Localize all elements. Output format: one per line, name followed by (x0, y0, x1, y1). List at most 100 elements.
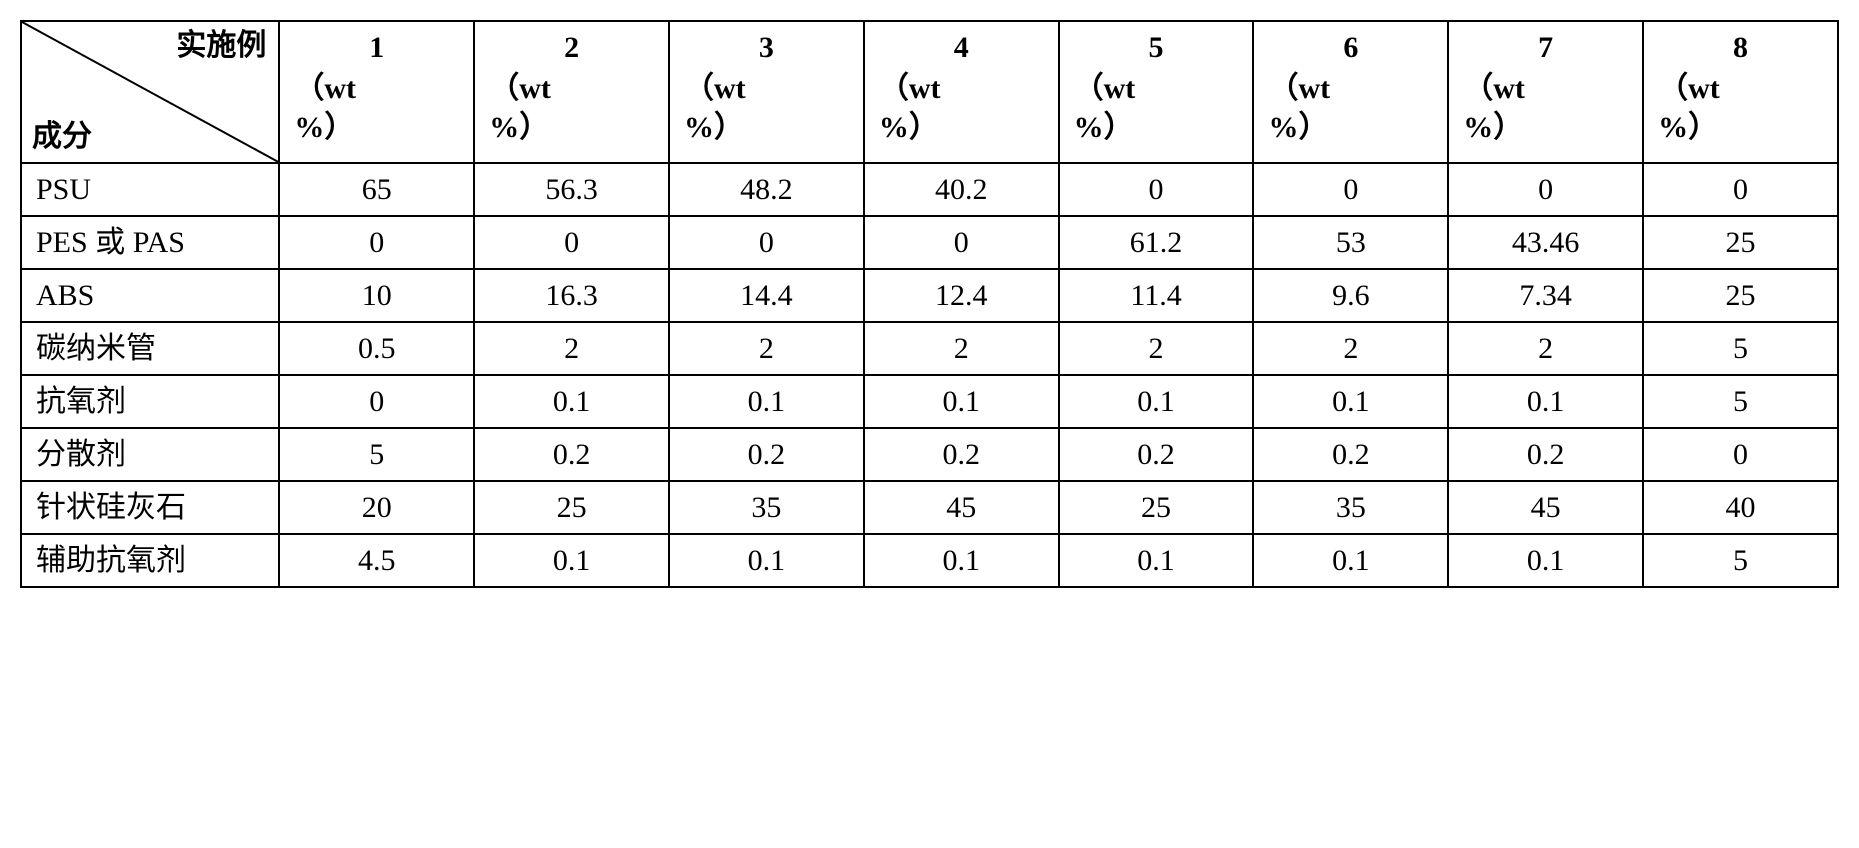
row-label: PSU (21, 163, 279, 216)
col-header-unit: （wt %） (294, 69, 459, 147)
cell: 45 (1448, 481, 1643, 534)
table-row: ABS 10 16.3 14.4 12.4 11.4 9.6 7.34 25 (21, 269, 1838, 322)
cell: 5 (1643, 322, 1838, 375)
cell: 35 (1253, 481, 1448, 534)
cell: 5 (279, 428, 474, 481)
cell: 7.34 (1448, 269, 1643, 322)
cell: 0 (1643, 163, 1838, 216)
col-header-num: 7 (1463, 28, 1628, 67)
diagonal-header-cell: 实施例 成分 (21, 21, 279, 163)
cell: 20 (279, 481, 474, 534)
row-label: 碳纳米管 (21, 322, 279, 375)
cell: 16.3 (474, 269, 669, 322)
cell: 48.2 (669, 163, 864, 216)
col-header-unit: （wt %） (684, 69, 849, 147)
cell: 0.1 (474, 375, 669, 428)
row-label: 分散剂 (21, 428, 279, 481)
col-header-7: 7 （wt %） (1448, 21, 1643, 163)
cell: 12.4 (864, 269, 1059, 322)
cell: 56.3 (474, 163, 669, 216)
cell: 0.2 (474, 428, 669, 481)
cell: 0.1 (864, 534, 1059, 587)
cell: 0 (1253, 163, 1448, 216)
cell: 25 (1059, 481, 1254, 534)
cell: 25 (1643, 216, 1838, 269)
cell: 0.2 (864, 428, 1059, 481)
col-header-4: 4 （wt %） (864, 21, 1059, 163)
cell: 0 (279, 216, 474, 269)
cell: 0.1 (474, 534, 669, 587)
col-header-unit: （wt %） (489, 69, 654, 147)
cell: 2 (669, 322, 864, 375)
cell: 4.5 (279, 534, 474, 587)
cell: 53 (1253, 216, 1448, 269)
cell: 45 (864, 481, 1059, 534)
cell: 0 (669, 216, 864, 269)
cell: 14.4 (669, 269, 864, 322)
cell: 0.1 (1448, 534, 1643, 587)
table-row: PES 或 PAS 0 0 0 0 61.2 53 43.46 25 (21, 216, 1838, 269)
cell: 0.1 (669, 375, 864, 428)
cell: 5 (1643, 534, 1838, 587)
table-body: PSU 65 56.3 48.2 40.2 0 0 0 0 PES 或 PAS … (21, 163, 1838, 587)
col-header-num: 4 (879, 28, 1044, 67)
cell: 2 (1448, 322, 1643, 375)
col-header-3: 3 （wt %） (669, 21, 864, 163)
row-label: 抗氧剂 (21, 375, 279, 428)
header-row: 实施例 成分 1 （wt %） 2 （wt %） 3 （wt %） 4 （wt … (21, 21, 1838, 163)
cell: 5 (1643, 375, 1838, 428)
table-row: 抗氧剂 0 0.1 0.1 0.1 0.1 0.1 0.1 5 (21, 375, 1838, 428)
cell: 11.4 (1059, 269, 1254, 322)
cell: 43.46 (1448, 216, 1643, 269)
row-label: 辅助抗氧剂 (21, 534, 279, 587)
row-label: ABS (21, 269, 279, 322)
cell: 10 (279, 269, 474, 322)
table-row: 分散剂 5 0.2 0.2 0.2 0.2 0.2 0.2 0 (21, 428, 1838, 481)
cell: 35 (669, 481, 864, 534)
table-row: 针状硅灰石 20 25 35 45 25 35 45 40 (21, 481, 1838, 534)
col-header-1: 1 （wt %） (279, 21, 474, 163)
col-header-5: 5 （wt %） (1059, 21, 1254, 163)
cell: 0 (1448, 163, 1643, 216)
col-header-num: 6 (1268, 28, 1433, 67)
cell: 0.1 (669, 534, 864, 587)
col-header-2: 2 （wt %） (474, 21, 669, 163)
cell: 0 (474, 216, 669, 269)
cell: 0.1 (1253, 375, 1448, 428)
cell: 0.2 (1059, 428, 1254, 481)
cell: 0.2 (1448, 428, 1643, 481)
cell: 40 (1643, 481, 1838, 534)
cell: 25 (1643, 269, 1838, 322)
cell: 2 (1253, 322, 1448, 375)
col-header-unit: （wt %） (1074, 69, 1239, 147)
composition-table: 实施例 成分 1 （wt %） 2 （wt %） 3 （wt %） 4 （wt … (20, 20, 1839, 588)
col-header-num: 3 (684, 28, 849, 67)
row-label: 针状硅灰石 (21, 481, 279, 534)
cell: 9.6 (1253, 269, 1448, 322)
cell: 0.1 (1059, 534, 1254, 587)
cell: 0.2 (669, 428, 864, 481)
col-header-num: 1 (294, 28, 459, 67)
cell: 25 (474, 481, 669, 534)
col-header-unit: （wt %） (1658, 69, 1823, 147)
cell: 0 (279, 375, 474, 428)
cell: 2 (1059, 322, 1254, 375)
cell: 0.1 (1448, 375, 1643, 428)
cell: 65 (279, 163, 474, 216)
col-header-num: 2 (489, 28, 654, 67)
col-header-8: 8 （wt %） (1643, 21, 1838, 163)
cell: 2 (864, 322, 1059, 375)
col-header-unit: （wt %） (879, 69, 1044, 147)
cell: 0 (864, 216, 1059, 269)
col-header-num: 8 (1658, 28, 1823, 67)
table-row: 碳纳米管 0.5 2 2 2 2 2 2 5 (21, 322, 1838, 375)
cell: 40.2 (864, 163, 1059, 216)
col-header-unit: （wt %） (1463, 69, 1628, 147)
cell: 61.2 (1059, 216, 1254, 269)
cell: 0.5 (279, 322, 474, 375)
table-row: PSU 65 56.3 48.2 40.2 0 0 0 0 (21, 163, 1838, 216)
cell: 0 (1059, 163, 1254, 216)
cell: 0.1 (864, 375, 1059, 428)
col-header-6: 6 （wt %） (1253, 21, 1448, 163)
cell: 2 (474, 322, 669, 375)
